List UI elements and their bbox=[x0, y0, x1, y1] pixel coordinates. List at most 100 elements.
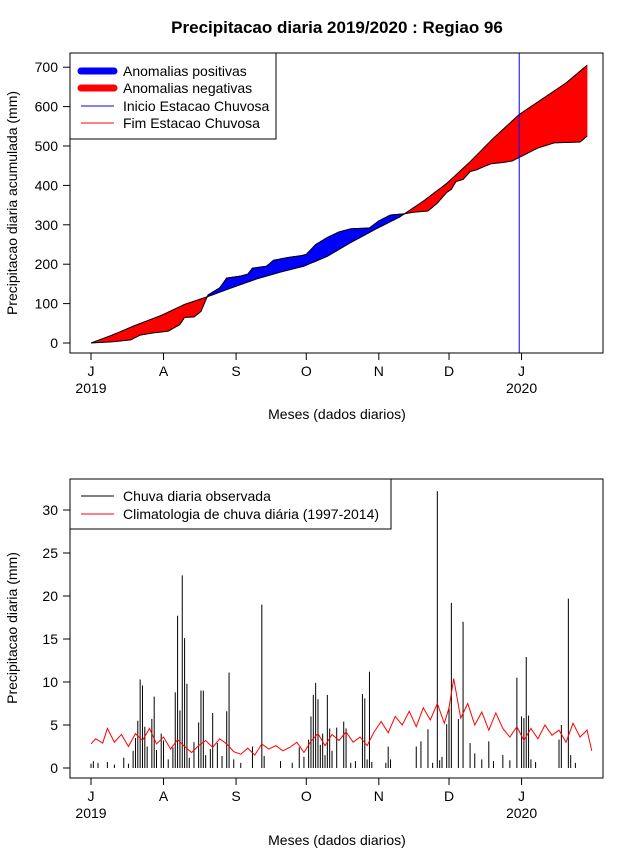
negative-anomaly-segment bbox=[170, 309, 174, 331]
negative-anomaly-segment bbox=[539, 98, 543, 148]
negative-anomaly-segment bbox=[584, 64, 588, 139]
negative-anomaly-segment bbox=[125, 327, 129, 341]
x-tick-label: S bbox=[231, 363, 240, 379]
negative-anomaly-segment bbox=[535, 101, 539, 150]
positive-anomaly-segment bbox=[284, 257, 288, 272]
bottom-legend-box bbox=[69, 478, 392, 530]
x-tick-label: J bbox=[88, 363, 95, 379]
positive-anomaly-segment bbox=[296, 255, 300, 269]
negative-anomaly-segment bbox=[575, 72, 579, 143]
positive-anomaly-segment bbox=[334, 232, 338, 253]
top-legend-box bbox=[69, 52, 277, 140]
y-tick-label: 300 bbox=[35, 217, 59, 233]
negative-anomaly-segment bbox=[549, 91, 553, 145]
positive-anomaly-segment bbox=[289, 256, 293, 271]
top-x-axis-label: Meses (dados diarios) bbox=[268, 406, 406, 422]
positive-anomaly-segment bbox=[231, 276, 235, 289]
negative-anomaly-segment bbox=[128, 326, 132, 341]
negative-anomaly-segment bbox=[568, 78, 572, 143]
y-tick-label: 25 bbox=[42, 545, 58, 561]
negative-anomaly-segment bbox=[572, 74, 576, 143]
negative-anomaly-segment bbox=[554, 88, 557, 144]
positive-anomaly-segment bbox=[343, 229, 347, 248]
bottom-legend: Chuva diaria observada Climatologia de c… bbox=[69, 478, 392, 530]
negative-anomaly-segment bbox=[521, 110, 525, 157]
negative-anomaly-segment bbox=[511, 118, 515, 162]
positive-anomaly-segment bbox=[235, 276, 239, 287]
negative-anomaly-segment bbox=[561, 83, 564, 143]
positive-anomaly-segment bbox=[254, 267, 258, 281]
negative-anomaly-segment bbox=[139, 322, 143, 336]
negative-anomaly-segment bbox=[577, 70, 581, 143]
positive-anomaly-segment bbox=[298, 255, 302, 268]
x-tick-label: S bbox=[231, 788, 240, 804]
bottom-y-axis: 0 5 10 15 20 25 30 bbox=[42, 502, 71, 776]
negative-anomaly-segment bbox=[493, 135, 497, 164]
x-tick-label: J bbox=[88, 788, 95, 804]
observed-accumulation-line bbox=[90, 135, 588, 344]
x-tick-label: N bbox=[374, 788, 384, 804]
climatology-daily-line bbox=[90, 678, 593, 756]
y-tick-label: 500 bbox=[35, 138, 59, 154]
positive-anomaly-segment bbox=[275, 258, 279, 274]
accumulation-lines-layer bbox=[90, 53, 588, 353]
y-tick-label: 700 bbox=[35, 59, 59, 75]
y-tick-label: 20 bbox=[42, 588, 58, 604]
positive-anomaly-segment bbox=[261, 266, 265, 278]
legend-label-positive: Anomalias positivas bbox=[123, 63, 247, 79]
positive-anomaly-segment bbox=[226, 277, 230, 291]
y-tick-label: 10 bbox=[42, 674, 58, 690]
y-tick-label: 600 bbox=[35, 99, 59, 115]
x-year-label: 2019 bbox=[75, 380, 106, 396]
positive-anomaly-segment bbox=[322, 238, 326, 259]
positive-anomaly-segment bbox=[240, 274, 244, 285]
positive-anomaly-segment bbox=[273, 259, 277, 275]
daily-bars-layer bbox=[90, 491, 576, 768]
negative-anomaly-segment bbox=[172, 308, 176, 330]
negative-anomaly-segment bbox=[130, 325, 134, 341]
negative-anomaly-segment bbox=[558, 85, 562, 144]
negative-anomaly-segment bbox=[537, 99, 541, 149]
y-tick-label: 100 bbox=[35, 296, 59, 312]
negative-anomaly-segment bbox=[507, 122, 511, 163]
y-tick-label: 5 bbox=[50, 717, 58, 733]
legend-label-start: Inicio Estacao Chuvosa bbox=[123, 98, 270, 114]
positive-anomaly-segment bbox=[327, 235, 330, 257]
negative-anomaly-segment bbox=[483, 144, 487, 167]
bottom-y-axis-label: Precipitacao diaria (mm) bbox=[4, 552, 20, 704]
positive-anomaly-segment bbox=[228, 276, 232, 290]
climatology-accumulation-line bbox=[90, 64, 588, 344]
positive-anomaly-segment bbox=[303, 253, 307, 267]
negative-anomaly-segment bbox=[544, 95, 548, 147]
negative-anomaly-segment bbox=[514, 115, 518, 161]
y-tick-label: 30 bbox=[42, 502, 58, 518]
negative-anomaly-segment bbox=[479, 149, 483, 170]
negative-anomaly-segment bbox=[490, 137, 494, 165]
negative-anomaly-segment bbox=[532, 102, 536, 151]
negative-anomaly-segment bbox=[193, 300, 197, 318]
positive-anomaly-segment bbox=[301, 254, 305, 268]
positive-anomaly-segment bbox=[259, 266, 263, 279]
negative-anomaly-segment bbox=[149, 318, 153, 334]
positive-anomaly-segment bbox=[291, 256, 295, 270]
negative-anomaly-segment bbox=[156, 315, 160, 333]
positive-anomaly-segment bbox=[238, 275, 242, 286]
positive-anomaly-segment bbox=[331, 233, 335, 255]
negative-anomaly-segment bbox=[191, 300, 195, 318]
positive-anomaly-segment bbox=[280, 258, 284, 273]
negative-anomaly-segment bbox=[570, 76, 574, 143]
legend-label-negative: Anomalias negativas bbox=[123, 80, 252, 96]
negative-anomaly-segment bbox=[121, 329, 125, 342]
positive-anomaly-segment bbox=[338, 230, 342, 250]
x-tick-label: A bbox=[159, 363, 169, 379]
negative-anomaly-segment bbox=[144, 320, 148, 335]
negative-anomaly-segment bbox=[579, 68, 583, 143]
negative-anomaly-segment bbox=[163, 312, 167, 333]
negative-anomaly-segment bbox=[142, 321, 146, 336]
positive-anomaly-segment bbox=[341, 230, 345, 249]
negative-anomaly-segment bbox=[546, 93, 550, 146]
negative-anomaly-segment bbox=[135, 323, 139, 338]
positive-anomaly-segment bbox=[348, 228, 352, 245]
